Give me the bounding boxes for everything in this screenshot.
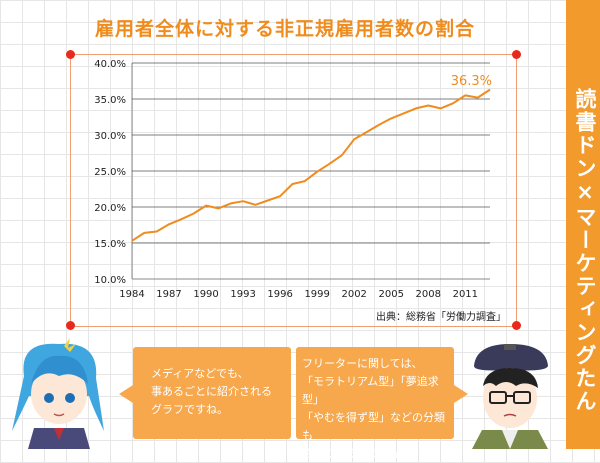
x-tick-label: 2005: [379, 289, 404, 300]
frame-line-right: [516, 54, 517, 326]
x-tick-label: 1990: [193, 289, 218, 300]
end-value-label: 36.3%: [451, 74, 492, 89]
speech-bubble-right: フリーターに関しては、 「モラトリアム型」「夢追求型」 「やむを得ず型」などの分…: [296, 347, 468, 460]
x-tick-label: 1984: [119, 289, 144, 300]
x-tick-label: 2002: [341, 289, 366, 300]
series-line: [131, 88, 491, 242]
y-tick-label: 20.0%: [94, 203, 126, 214]
pin-bottom-left: [66, 321, 75, 330]
y-tick-labels: 10.0% 15.0% 20.0% 25.0% 30.0% 35.0% 40.0%: [94, 59, 126, 286]
x-tick-label: 1993: [230, 289, 255, 300]
source-note: 出典：総務省「労働力調査」: [376, 312, 506, 323]
speech-right-line: フリーターに関しては、: [302, 357, 423, 370]
speech-right-line: 「モラトリアム型」「夢追求型」: [302, 375, 439, 406]
side-banner-text: 読書ドン×マーケティングたん: [573, 88, 597, 413]
grid-layer: [131, 62, 490, 280]
speech-left-line: グラフですね。: [151, 403, 228, 416]
frame-line-top: [70, 54, 516, 55]
y-tick-label: 30.0%: [94, 131, 126, 142]
y-tick-label: 10.0%: [94, 275, 126, 286]
speech-right-line: 「やむを得ず型」などの分類も: [302, 411, 445, 442]
pin-top-left: [66, 50, 75, 59]
pin-top-right: [512, 50, 521, 59]
x-tick-label: 1987: [156, 289, 181, 300]
x-tick-labels: 1984 1987 1990 1993 1996 1999 2002 2005 2008 2011: [119, 289, 478, 300]
speech-bubble-tail: [119, 385, 133, 403]
speech-bubble-tail: [454, 385, 468, 403]
y-tick-label: 25.0%: [94, 167, 126, 178]
series-layer: [131, 88, 491, 242]
chart-title: 雇用者全体に対する非正規雇用者数の割合: [94, 18, 475, 40]
speech-bubble-left: メディアなどでも、 事あるごとに紹介される グラフですね。: [119, 347, 291, 439]
character-left-avatar: [12, 338, 104, 449]
x-tick-label: 2008: [416, 289, 441, 300]
line-chart: 10.0% 15.0% 20.0% 25.0% 30.0% 35.0% 40.0% 1984…: [94, 59, 492, 300]
frame-line-left: [70, 54, 71, 326]
speech-left-line: メディアなどでも、: [151, 367, 249, 380]
y-tick-label: 15.0%: [94, 239, 126, 250]
x-tick-label: 1999: [304, 289, 329, 300]
character-right-avatar: [472, 344, 548, 449]
frame-line-bottom: [70, 326, 516, 327]
speech-left-line: 事あるごとに紹介される: [151, 385, 272, 398]
y-tick-label: 40.0%: [94, 59, 126, 70]
pin-bottom-right: [512, 321, 521, 330]
x-tick-label: 1996: [267, 289, 292, 300]
speech-right-line: されているようだな。: [302, 447, 412, 460]
y-tick-label: 35.0%: [94, 95, 126, 106]
x-tick-label: 2011: [453, 289, 478, 300]
side-banner: 読書ドン×マーケティングたん: [566, 0, 600, 449]
